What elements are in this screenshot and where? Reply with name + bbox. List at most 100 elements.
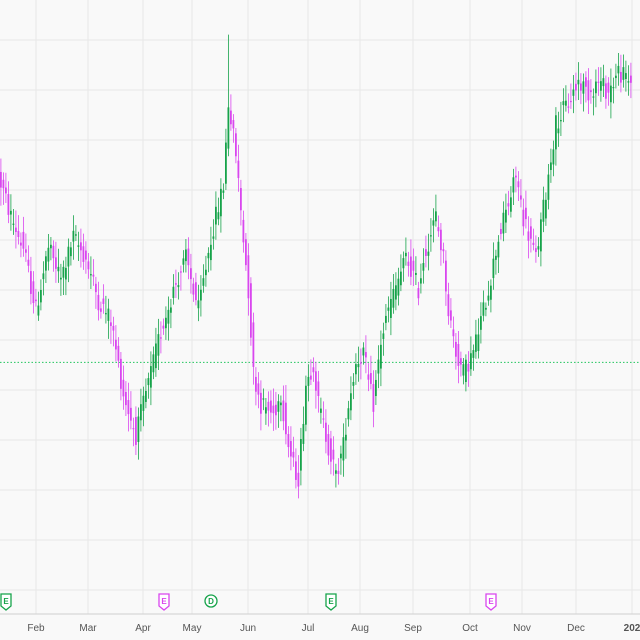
candle-body xyxy=(530,226,532,239)
candle-down xyxy=(287,426,290,458)
candle-body xyxy=(282,400,285,422)
candle-down xyxy=(525,190,527,229)
candle-up xyxy=(280,395,282,422)
grid-lines xyxy=(0,0,640,614)
candle-up xyxy=(465,354,467,392)
candle-body xyxy=(70,247,72,257)
candle-down xyxy=(115,325,117,362)
candle-down xyxy=(322,401,325,428)
candle-up xyxy=(75,225,77,241)
candle-up xyxy=(202,264,205,293)
candle-body xyxy=(502,212,505,234)
candle-body xyxy=(220,188,222,217)
candle-body xyxy=(152,354,155,373)
candle-up xyxy=(205,255,207,287)
candle-body xyxy=(592,96,595,98)
candle-down xyxy=(532,228,535,251)
candle-body xyxy=(230,110,232,125)
candle-down xyxy=(282,385,285,431)
candle-body xyxy=(127,400,130,415)
candle-body xyxy=(102,298,105,304)
candle-body xyxy=(237,160,240,179)
candle-body xyxy=(490,285,492,300)
candle-body xyxy=(550,162,552,170)
candle-body xyxy=(155,343,157,369)
candle-body xyxy=(590,90,592,93)
candle-body xyxy=(452,329,455,337)
candle-body xyxy=(397,278,400,296)
candle-body xyxy=(17,230,20,238)
candle-down xyxy=(447,282,450,325)
candle-body xyxy=(67,246,70,267)
candle-body xyxy=(440,229,442,251)
candle-body xyxy=(157,334,160,356)
candle-up xyxy=(475,319,477,359)
candle-body xyxy=(515,175,517,178)
candle-body xyxy=(485,307,487,310)
candle-body xyxy=(362,347,365,356)
candle-body xyxy=(130,407,132,421)
x-tick-label: 202 xyxy=(624,623,640,634)
candle-body xyxy=(497,241,500,258)
candle-body xyxy=(345,434,347,441)
candle-up xyxy=(147,372,150,399)
candle-down xyxy=(332,436,335,476)
earnings-marker-icon[interactable]: E xyxy=(325,593,337,611)
candle-body xyxy=(287,434,290,448)
candle-body xyxy=(425,249,427,256)
candle-body xyxy=(195,282,197,301)
candle-body xyxy=(355,364,357,375)
candle-body xyxy=(617,65,620,74)
candle-body xyxy=(447,294,450,317)
candle-up xyxy=(155,327,157,377)
candle-down xyxy=(460,351,462,377)
dividend-marker-icon[interactable]: D xyxy=(204,594,218,608)
earnings-marker-icon[interactable]: E xyxy=(0,593,12,611)
candle-body xyxy=(10,210,12,215)
candle-body xyxy=(347,408,350,420)
candle-body xyxy=(252,322,255,367)
candle-down xyxy=(620,54,622,93)
candle-up xyxy=(47,233,50,271)
candle-body xyxy=(372,384,375,412)
candle-up xyxy=(617,53,620,86)
candle-down xyxy=(292,436,295,467)
candle-body xyxy=(557,128,560,134)
candle-down xyxy=(255,367,257,406)
earnings-marker-icon[interactable]: E xyxy=(485,593,497,611)
candle-body xyxy=(387,307,390,311)
candle-down xyxy=(412,248,415,286)
candle-down xyxy=(17,215,20,245)
candle-down xyxy=(52,240,55,272)
candle-body xyxy=(527,231,530,241)
candle-down xyxy=(85,241,87,274)
candle-body xyxy=(380,344,382,369)
candle-body xyxy=(75,234,77,236)
candle-body xyxy=(245,239,247,266)
candle-up xyxy=(610,68,612,119)
x-tick-label: May xyxy=(183,623,202,634)
candle-body xyxy=(97,294,100,311)
candle-up xyxy=(67,238,70,283)
candle-body xyxy=(462,364,465,376)
candle-body xyxy=(120,358,122,389)
candle-body xyxy=(532,242,535,245)
candle-down xyxy=(125,381,127,416)
candle-down xyxy=(22,216,25,257)
candle-up xyxy=(12,208,15,235)
candle-body xyxy=(107,308,110,321)
candle-down xyxy=(120,351,122,401)
candle-up xyxy=(615,63,617,89)
candle-body xyxy=(257,383,260,395)
candle-body xyxy=(147,378,150,386)
candles xyxy=(0,34,632,499)
candle-down xyxy=(97,281,100,321)
earnings-marker-icon[interactable]: E xyxy=(158,593,170,611)
candle-up xyxy=(342,423,345,477)
candle-body xyxy=(477,334,480,351)
candle-body xyxy=(405,252,407,257)
candle-down xyxy=(102,284,105,314)
candle-body xyxy=(275,404,277,416)
candle-body xyxy=(545,199,547,219)
